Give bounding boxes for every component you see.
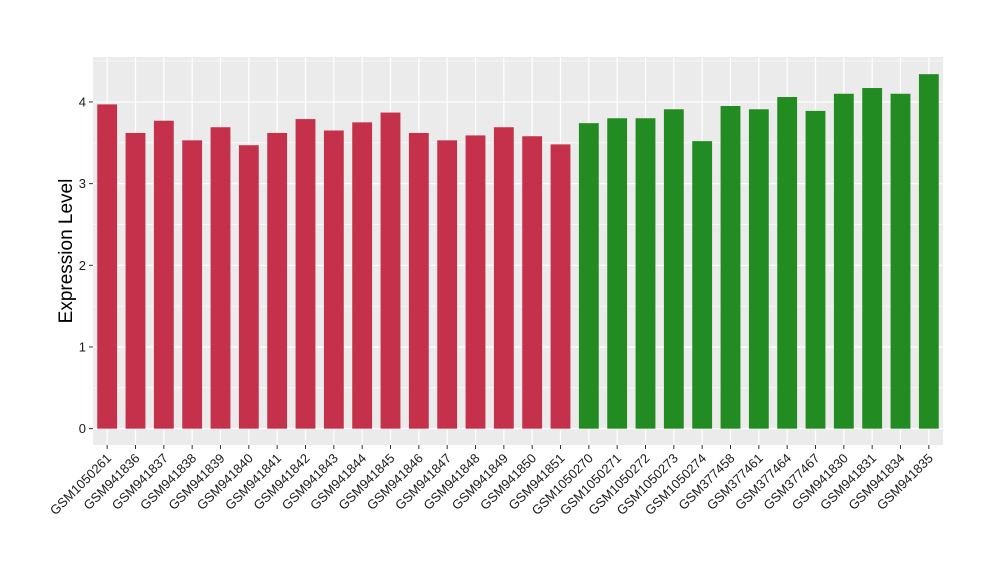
- bar: [918, 74, 939, 429]
- bar: [635, 118, 656, 429]
- bar: [465, 135, 486, 429]
- bar: [238, 145, 259, 429]
- plot-panel: [93, 57, 943, 445]
- bar: [777, 97, 798, 429]
- bar: [607, 118, 628, 429]
- bar: [267, 132, 288, 429]
- bar: [380, 112, 401, 429]
- bar: [890, 93, 911, 429]
- bar: [550, 144, 571, 429]
- bar: [748, 109, 769, 429]
- y-tick-label: 1: [79, 339, 86, 354]
- y-axis: 0 1 2 3 4: [79, 94, 93, 436]
- x-axis: GSM1050261GSM941836GSM941837GSM941838GSM…: [47, 445, 936, 518]
- bar: [323, 130, 344, 429]
- bar: [805, 110, 826, 429]
- bar: [97, 104, 118, 429]
- y-tick-label: 3: [79, 176, 86, 191]
- bar: [153, 120, 174, 429]
- bar: [692, 141, 713, 429]
- bar: [210, 127, 231, 429]
- bar: [352, 122, 373, 429]
- bar: [408, 132, 429, 429]
- bar: [437, 140, 458, 429]
- y-axis-title: Expression Level: [56, 179, 77, 324]
- bar: [663, 109, 684, 429]
- bar: [493, 127, 514, 429]
- bar: [125, 132, 146, 429]
- bar: [295, 119, 316, 429]
- y-tick-label: 2: [79, 258, 86, 273]
- bar: [862, 88, 883, 429]
- bars: [97, 74, 939, 429]
- bar: [833, 93, 854, 429]
- bar: [522, 136, 543, 429]
- bar: [578, 123, 599, 429]
- bar: [182, 140, 203, 429]
- y-tick-label: 4: [79, 94, 86, 109]
- bar: [720, 106, 741, 429]
- y-tick-label: 0: [79, 421, 86, 436]
